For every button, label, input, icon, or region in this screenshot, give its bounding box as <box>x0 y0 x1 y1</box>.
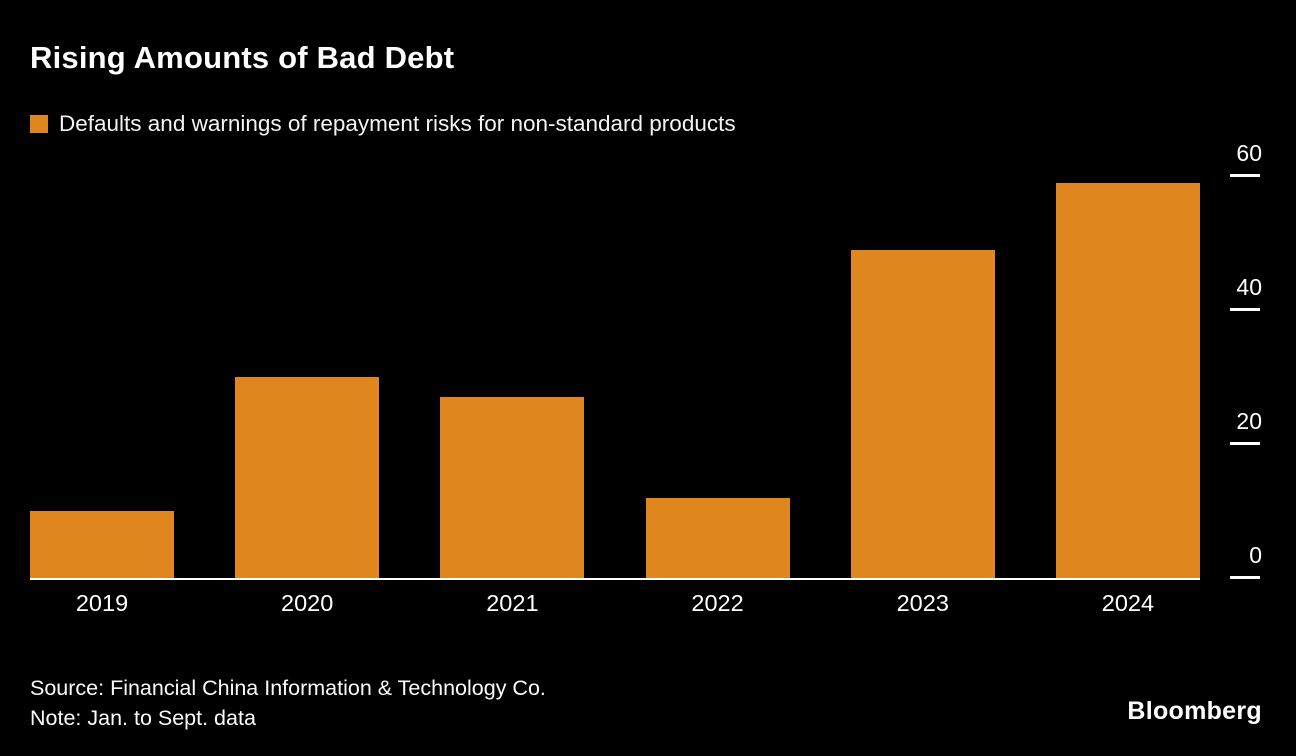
bars-container <box>30 150 1200 578</box>
y-tick-mark <box>1230 308 1260 311</box>
legend-label: Defaults and warnings of repayment risks… <box>59 111 736 136</box>
x-axis-labels: 2019 2020 2021 2022 2023 2024 <box>30 590 1200 617</box>
bar-2020 <box>235 377 380 578</box>
x-tick-label: 2022 <box>691 590 744 616</box>
y-tick-mark <box>1230 442 1260 445</box>
x-tick-label: 2020 <box>281 590 334 616</box>
bar-2021 <box>440 397 585 578</box>
x-tick-label: 2023 <box>896 590 949 616</box>
x-tick-label: 2021 <box>486 590 539 616</box>
note-text: Note: Jan. to Sept. data <box>30 705 256 730</box>
source-text: Source: Financial China Information & Te… <box>30 676 546 700</box>
chart-footer: Source: Financial China Information & Te… <box>30 674 546 733</box>
x-tick-label: 2019 <box>75 590 129 616</box>
bar-2024 <box>1055 183 1200 578</box>
chart-title: Rising Amounts of Bad Debt <box>30 40 455 75</box>
bar-2022 <box>645 498 790 578</box>
bloomberg-logo: Bloomberg <box>1127 697 1262 725</box>
y-tick-mark <box>1230 174 1260 177</box>
bar-2019 <box>30 511 174 578</box>
bar-chart-plot <box>30 150 1200 580</box>
chart-legend: Defaults and warnings of repayment risks… <box>30 111 736 137</box>
bar-2023 <box>850 250 995 578</box>
y-tick-mark <box>1230 576 1260 579</box>
legend-swatch-icon <box>30 115 48 133</box>
x-tick-label: 2024 <box>1101 590 1155 616</box>
